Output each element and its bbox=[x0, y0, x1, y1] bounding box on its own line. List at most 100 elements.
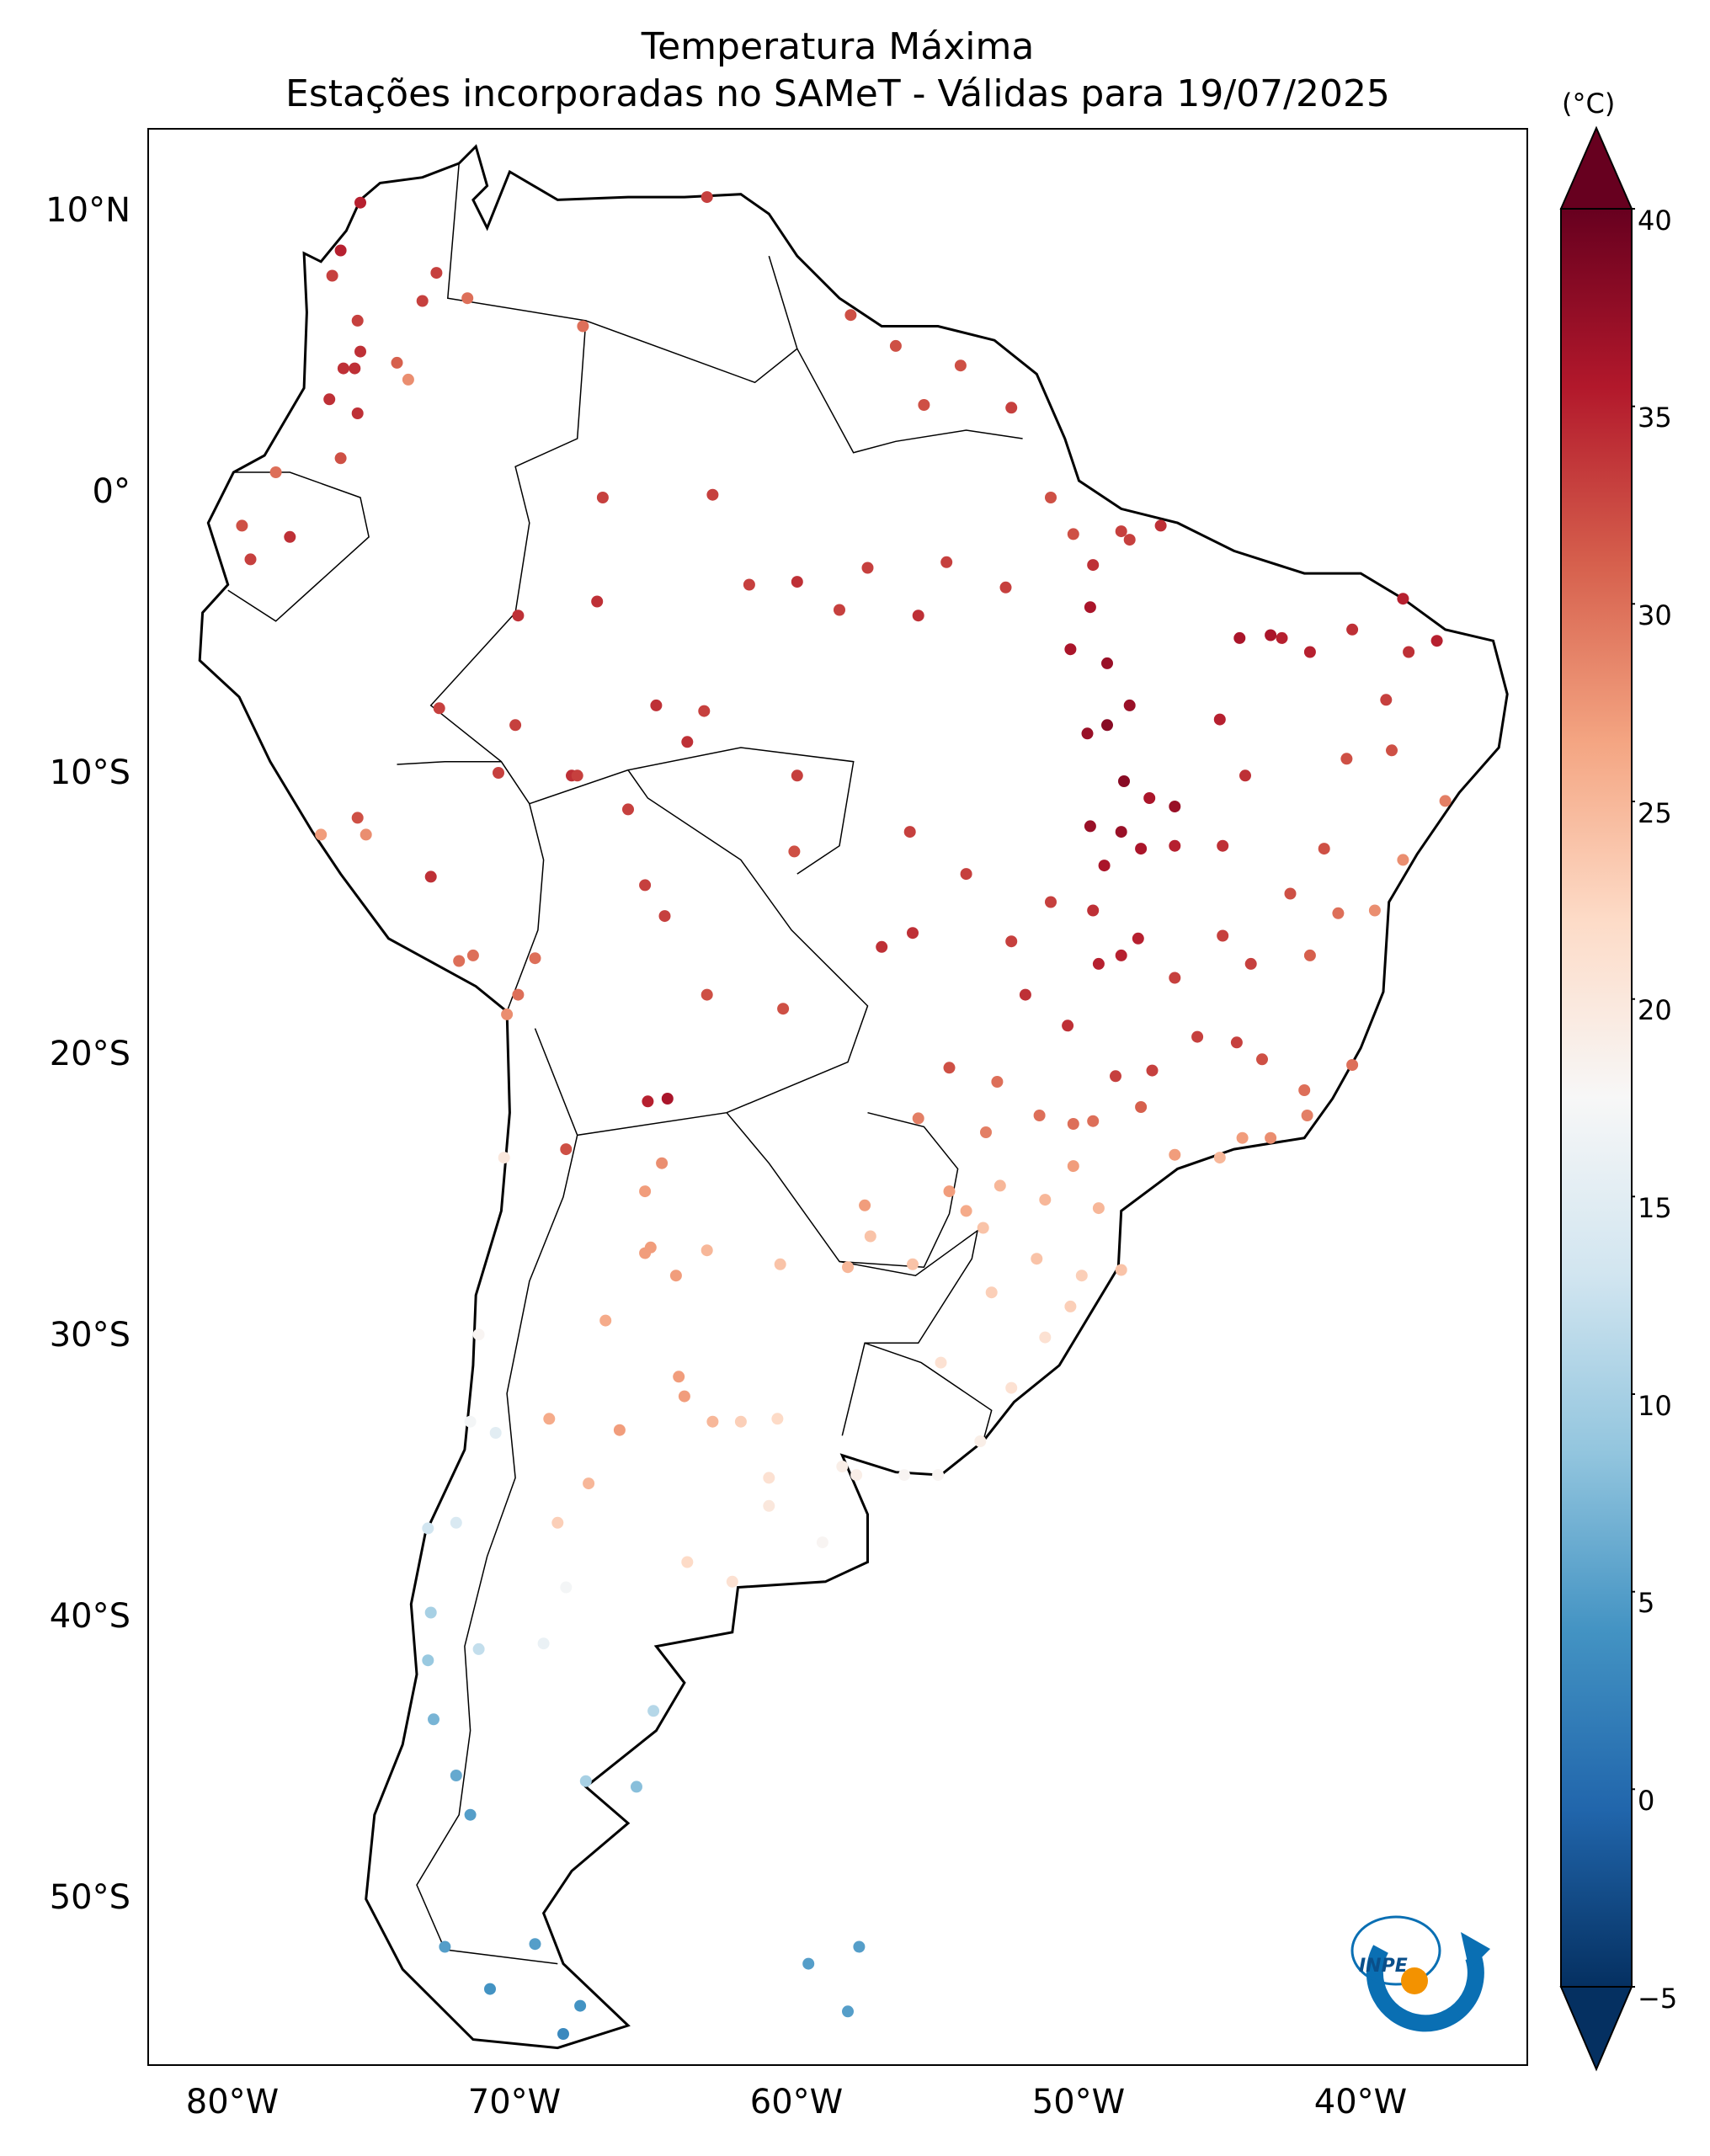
colorbar bbox=[1559, 125, 1635, 2072]
station-marker bbox=[1256, 1053, 1268, 1066]
station-marker bbox=[673, 1371, 685, 1383]
inpe-logo: INPE bbox=[1350, 1915, 1490, 2032]
station-marker bbox=[512, 988, 525, 1001]
station-marker bbox=[323, 393, 336, 406]
station-marker bbox=[1075, 1270, 1088, 1282]
station-marker bbox=[999, 581, 1012, 594]
station-marker bbox=[1098, 860, 1111, 872]
station-marker bbox=[1123, 534, 1136, 546]
station-marker bbox=[1067, 1118, 1079, 1130]
station-marker bbox=[912, 610, 924, 622]
station-marker bbox=[763, 1472, 775, 1484]
station-marker bbox=[678, 1390, 690, 1403]
station-marker bbox=[974, 1435, 987, 1447]
border-line bbox=[529, 769, 869, 1137]
station-marker bbox=[1298, 1084, 1311, 1096]
station-marker bbox=[1118, 775, 1130, 787]
station-marker bbox=[644, 1241, 657, 1254]
station-marker bbox=[1087, 1115, 1100, 1127]
station-marker bbox=[1115, 949, 1127, 961]
station-marker bbox=[791, 576, 803, 588]
map-subtitle: Estações incorporadas no SAMeT - Válidas… bbox=[285, 72, 1390, 115]
station-marker bbox=[1439, 795, 1452, 807]
colorbar-tick-label: 30 bbox=[1638, 599, 1672, 631]
station-marker bbox=[1154, 519, 1167, 532]
station-marker bbox=[1101, 719, 1113, 732]
station-marker bbox=[433, 702, 445, 715]
station-marker bbox=[1217, 839, 1229, 852]
station-marker bbox=[430, 267, 443, 279]
station-marker bbox=[889, 339, 902, 352]
station-marker bbox=[842, 1261, 854, 1274]
xtick-label: 50°W bbox=[1031, 2083, 1126, 2121]
ytick-label: 0° bbox=[92, 472, 131, 511]
ytick-label: 40°S bbox=[49, 1597, 131, 1636]
border-line bbox=[397, 760, 502, 765]
station-marker bbox=[439, 1940, 451, 1953]
station-marker bbox=[658, 910, 671, 923]
station-marker bbox=[337, 362, 349, 375]
station-marker bbox=[1346, 1059, 1359, 1071]
station-marker bbox=[1067, 1160, 1079, 1173]
station-marker bbox=[985, 1286, 998, 1299]
station-marker bbox=[954, 359, 967, 372]
station-marker bbox=[501, 1008, 514, 1020]
station-marker bbox=[1045, 492, 1057, 503]
south-america-coastline bbox=[198, 144, 1509, 2050]
colorbar-ticks bbox=[1632, 208, 1635, 1988]
station-marker bbox=[613, 1424, 626, 1436]
station-marker bbox=[422, 1654, 434, 1667]
colorbar-tick-label: 10 bbox=[1638, 1390, 1672, 1422]
station-marker bbox=[991, 1076, 1004, 1088]
station-marker bbox=[763, 1499, 775, 1512]
station-marker bbox=[898, 1469, 910, 1482]
station-marker bbox=[771, 1413, 784, 1425]
station-marker bbox=[334, 244, 347, 257]
station-marker bbox=[743, 578, 755, 591]
station-marker bbox=[1135, 1101, 1148, 1113]
station-marker bbox=[326, 269, 338, 282]
station-marker bbox=[1005, 1381, 1018, 1394]
station-marker bbox=[1115, 1264, 1127, 1276]
station-marker bbox=[842, 2005, 854, 2018]
station-marker bbox=[907, 927, 919, 940]
station-marker bbox=[537, 1637, 550, 1650]
station-marker bbox=[777, 1003, 790, 1015]
station-marker bbox=[1318, 843, 1330, 855]
station-marker bbox=[1110, 1070, 1121, 1083]
station-marker bbox=[1169, 972, 1181, 984]
colorbar-tick-label: 15 bbox=[1638, 1192, 1672, 1224]
station-marker bbox=[977, 1222, 989, 1234]
station-marker bbox=[349, 362, 361, 375]
station-marker bbox=[402, 373, 414, 386]
xtick-label: 80°W bbox=[185, 2083, 280, 2121]
station-marker bbox=[1087, 559, 1100, 572]
station-marker bbox=[1346, 623, 1359, 636]
station-marker bbox=[1087, 904, 1100, 917]
station-marker bbox=[639, 1185, 652, 1198]
border-line bbox=[446, 162, 587, 613]
station-marker bbox=[1039, 1194, 1052, 1206]
station-marker bbox=[943, 1185, 956, 1198]
station-marker bbox=[940, 556, 953, 568]
ytick-label: 50°S bbox=[49, 1878, 131, 1917]
station-marker bbox=[416, 295, 429, 307]
station-marker bbox=[1276, 631, 1288, 644]
station-marker bbox=[1039, 1331, 1052, 1344]
station-marker bbox=[1239, 769, 1251, 782]
colorbar-tick-label: −5 bbox=[1638, 1983, 1678, 2015]
station-marker bbox=[579, 1775, 592, 1787]
station-marker bbox=[1146, 1064, 1159, 1077]
station-marker bbox=[422, 1522, 434, 1535]
station-marker bbox=[1169, 801, 1181, 812]
station-marker bbox=[354, 345, 366, 358]
map-title: Temperatura Máxima bbox=[641, 25, 1035, 68]
station-marker bbox=[912, 1112, 924, 1125]
station-marker bbox=[791, 769, 803, 782]
station-marker bbox=[464, 1415, 477, 1428]
station-marker bbox=[836, 1461, 849, 1472]
station-marker bbox=[960, 1205, 972, 1217]
station-marker bbox=[834, 604, 845, 616]
station-marker bbox=[1303, 646, 1316, 658]
station-marker bbox=[1368, 904, 1381, 917]
